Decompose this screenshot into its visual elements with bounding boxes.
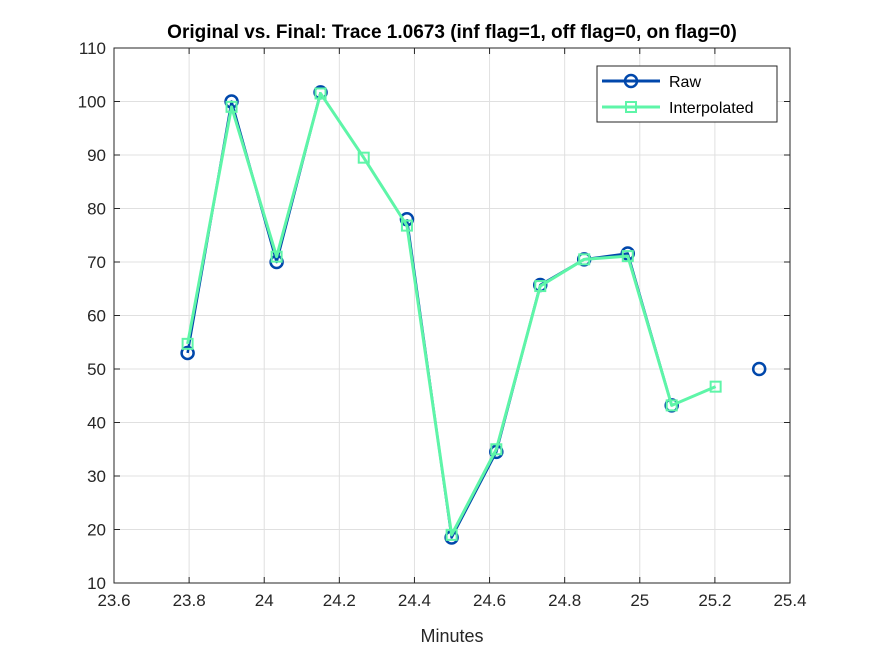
x-tick-label: 23.8: [173, 591, 206, 610]
data-point-interpolated: [621, 250, 634, 263]
x-tick-label: 24.2: [323, 591, 356, 610]
x-tick-label: 24.4: [398, 591, 431, 610]
series-layer: [180, 85, 767, 545]
chart-title: Original vs. Final: Trace 1.0673 (inf fl…: [167, 22, 737, 43]
data-point-interpolated: [578, 253, 591, 266]
y-tick-label: 90: [87, 146, 106, 165]
y-tick-label: 40: [87, 414, 106, 433]
y-tick-label: 80: [87, 200, 106, 219]
y-tick-label: 70: [87, 253, 106, 272]
y-tick-label: 10: [87, 574, 106, 593]
data-point-interpolated: [181, 337, 194, 350]
x-tick-label: 25.4: [773, 591, 806, 610]
series-interpolated: [181, 87, 722, 541]
y-tick-label: 50: [87, 360, 106, 379]
x-axis-label: Minutes: [420, 626, 483, 646]
data-point-interpolated: [400, 219, 413, 232]
legend-interpolated-label: Interpolated: [669, 100, 754, 117]
data-point-interpolated: [225, 100, 238, 113]
series-line-interpolated: [186, 91, 717, 537]
data-point-interpolated: [665, 399, 678, 412]
x-tick-label: 23.6: [97, 591, 130, 610]
x-tick-label: 24.6: [473, 591, 506, 610]
y-tick-label: 100: [78, 93, 106, 112]
legend-interpolated-marker: [625, 101, 637, 113]
y-tick-label: 60: [87, 307, 106, 326]
x-tick-label: 24: [255, 591, 274, 610]
x-tick-label: 25.2: [698, 591, 731, 610]
data-point-interpolated: [445, 528, 458, 541]
data-point-interpolated: [534, 280, 547, 293]
y-tick-label: 30: [87, 467, 106, 486]
data-point-raw: [180, 345, 195, 361]
x-tick-label: 25: [630, 591, 649, 610]
data-point-raw: [751, 361, 767, 377]
legend: Raw Interpolated: [596, 65, 778, 123]
ticks: 23.6 23.8 24 24.2 24.4 24.6 24.8 25 25.2 25.4 10 20…: [78, 39, 807, 610]
data-point-interpolated: [357, 151, 370, 164]
data-point-interpolated: [709, 380, 722, 393]
data-point-interpolated: [490, 443, 503, 456]
data-point-interpolated: [314, 87, 327, 100]
y-tick-label: 110: [79, 39, 106, 58]
legend-raw-marker: [623, 73, 639, 89]
data-point-interpolated: [270, 250, 283, 263]
legend-raw-label: Raw: [669, 74, 701, 91]
y-tick-label: 20: [87, 521, 106, 540]
x-tick-label: 24.8: [548, 591, 581, 610]
